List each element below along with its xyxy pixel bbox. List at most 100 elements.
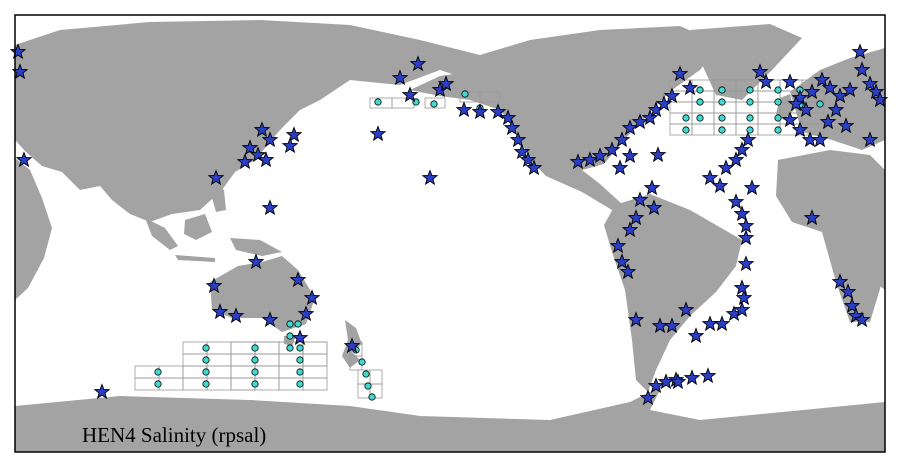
station bbox=[718, 98, 726, 106]
station-star bbox=[421, 169, 439, 186]
station-star bbox=[861, 131, 879, 148]
station bbox=[296, 380, 304, 388]
station-star bbox=[677, 301, 695, 318]
station bbox=[154, 380, 162, 388]
station bbox=[746, 114, 754, 122]
station bbox=[296, 368, 304, 376]
station-star bbox=[236, 153, 254, 170]
station bbox=[286, 344, 294, 352]
station-star bbox=[841, 81, 859, 98]
eurasia bbox=[15, 20, 500, 222]
station-star bbox=[437, 75, 455, 92]
station-star bbox=[803, 209, 821, 226]
station-star bbox=[663, 317, 681, 334]
station-star bbox=[631, 191, 649, 208]
station-star bbox=[819, 113, 837, 130]
station-star bbox=[627, 209, 645, 226]
station-star bbox=[499, 109, 517, 126]
station-star bbox=[861, 75, 879, 92]
station-star bbox=[781, 73, 799, 90]
station-star bbox=[503, 119, 521, 136]
station-star bbox=[207, 169, 225, 186]
station bbox=[774, 98, 782, 106]
station-star bbox=[591, 147, 609, 164]
station-star bbox=[291, 329, 309, 346]
station-star bbox=[671, 65, 689, 82]
station-star bbox=[519, 151, 537, 168]
station-star bbox=[821, 79, 839, 96]
station-star bbox=[831, 273, 849, 290]
station-star bbox=[647, 377, 665, 394]
station bbox=[374, 98, 382, 106]
station-star bbox=[757, 73, 775, 90]
station bbox=[682, 114, 690, 122]
station-star bbox=[289, 271, 307, 288]
star-markers bbox=[9, 43, 889, 406]
station-star bbox=[687, 327, 705, 344]
sumatra-borneo bbox=[145, 218, 178, 250]
station-star bbox=[851, 43, 869, 60]
station bbox=[362, 370, 370, 378]
station-star bbox=[727, 151, 745, 168]
station-star bbox=[613, 253, 631, 270]
station-star bbox=[739, 131, 757, 148]
station-star bbox=[343, 337, 361, 354]
station-star bbox=[843, 297, 861, 314]
station-star bbox=[227, 307, 245, 324]
station-star bbox=[619, 263, 637, 280]
station-star bbox=[711, 177, 729, 194]
station-star bbox=[249, 146, 267, 163]
station-star bbox=[621, 147, 639, 164]
station-star bbox=[655, 95, 673, 112]
station-star bbox=[261, 131, 279, 148]
station-star bbox=[609, 237, 627, 254]
station-star bbox=[701, 169, 719, 186]
station-star bbox=[569, 153, 587, 170]
station bbox=[718, 114, 726, 122]
grid-cell bbox=[479, 91, 501, 103]
greenland bbox=[690, 24, 802, 100]
station-star bbox=[837, 117, 855, 134]
station bbox=[154, 368, 162, 376]
station-star bbox=[735, 289, 753, 306]
station bbox=[696, 98, 704, 106]
station bbox=[202, 356, 210, 364]
station-star bbox=[643, 179, 661, 196]
station-star bbox=[787, 95, 805, 112]
north-america bbox=[410, 26, 720, 210]
station bbox=[296, 344, 304, 352]
station-star bbox=[257, 151, 275, 168]
station bbox=[774, 114, 782, 122]
arabia-east-africa bbox=[15, 158, 52, 300]
station-star bbox=[699, 367, 717, 384]
station-star bbox=[663, 87, 681, 104]
java bbox=[175, 255, 215, 262]
station-star bbox=[811, 131, 829, 148]
station-star bbox=[15, 151, 33, 168]
station-star bbox=[781, 111, 799, 128]
station bbox=[774, 86, 782, 94]
station bbox=[718, 126, 726, 134]
station-star bbox=[797, 101, 815, 118]
station-star bbox=[621, 119, 639, 136]
station-star bbox=[285, 126, 303, 143]
madagascar bbox=[880, 254, 885, 290]
south-america bbox=[604, 194, 742, 392]
stations bbox=[154, 86, 824, 401]
africa bbox=[776, 150, 885, 322]
station-star bbox=[281, 137, 299, 154]
station-star bbox=[791, 121, 809, 138]
station-star bbox=[581, 151, 599, 168]
station bbox=[286, 332, 294, 340]
station-star bbox=[401, 86, 419, 103]
map-caption: HEN4 Salinity (rpsal) bbox=[82, 423, 266, 447]
station-star bbox=[733, 301, 751, 318]
station-star bbox=[733, 141, 751, 158]
station bbox=[368, 393, 376, 401]
station bbox=[816, 100, 824, 108]
station bbox=[251, 380, 259, 388]
station bbox=[746, 98, 754, 106]
antarctica bbox=[15, 386, 885, 452]
station-star bbox=[489, 103, 507, 120]
station bbox=[202, 344, 210, 352]
